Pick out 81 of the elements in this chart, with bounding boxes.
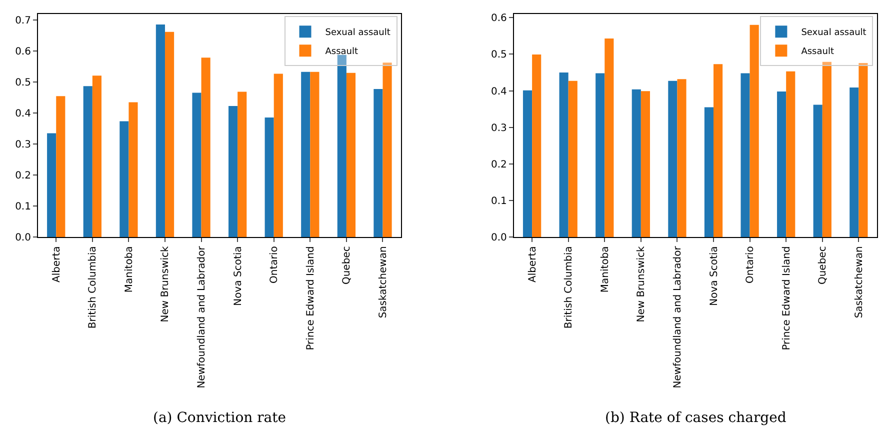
bar [714,64,723,238]
x-tick-label: New Brunswick [160,246,172,322]
y-tick-label: 0.2 [491,159,507,170]
bar [156,24,165,238]
x-tick-label: Manitoba [600,246,611,293]
bar [750,24,759,238]
bar [346,72,356,238]
bar [777,92,786,238]
y-tick-label: 0.1 [491,196,507,208]
bar [559,72,568,238]
bar [337,54,346,238]
y-tick-label: 0.7 [15,16,31,27]
x-tick-label: British Columbia [88,246,99,329]
y-tick-label: 0.1 [15,202,31,213]
y-tick-label: 0.5 [15,78,31,89]
bar [164,32,174,238]
x-tick-label: Saskatchewan [378,246,389,318]
bar [228,106,238,238]
legend-label: Assault [801,47,834,58]
x-tick-label: Prince Edward Island [781,246,792,350]
bar [568,80,578,238]
bar [201,58,210,238]
x-tick-label: Newfoundland and Labrador [672,245,684,388]
x-tick-label: Alberta [527,246,538,282]
bar [238,92,247,238]
y-tick-label: 0.4 [491,86,507,98]
x-tick-label: British Columbia [564,246,575,329]
bar [120,121,129,238]
legend-label: Sexual assault [325,28,391,38]
bar [374,88,383,238]
bar [532,54,542,238]
bar [83,86,92,238]
x-tick-label: Ontario [745,246,756,284]
y-tick-label: 0.2 [15,170,31,182]
bar [740,73,750,238]
y-tick-label: 0.0 [491,232,507,244]
bar [704,107,714,238]
bar [858,62,868,238]
y-tick-label: 0.6 [15,46,31,58]
bar [677,79,686,238]
x-tick-label: Nova Scotia [708,246,720,306]
bar [632,89,641,238]
x-tick-label: Prince Edward Island [305,246,316,350]
bar [128,102,138,238]
text: (b) Rate of cases charged [605,410,786,426]
y-tick-label: 0.4 [15,108,31,120]
y-tick-label: 0.0 [15,232,31,244]
bar [850,88,859,238]
x-tick-label: Quebec [342,246,353,285]
x-tick-label: New Brunswick [636,246,648,322]
x-tick-label: Ontario [269,246,280,284]
legend-label: Sexual assault [801,28,867,38]
bar [274,74,283,238]
bar [382,62,392,238]
x-tick-label: Newfoundland and Labrador [196,245,208,388]
y-tick-label: 0.6 [491,13,507,24]
x-tick-label: Quebec [818,246,829,285]
bar [56,96,66,238]
x-tick-label: Alberta [51,246,62,282]
y-tick-label: 0.3 [15,140,31,151]
bar [668,80,678,238]
bar [522,90,532,238]
bar [92,76,102,238]
bar [301,72,310,238]
bar [640,91,650,238]
bar [813,104,822,238]
bar [604,38,614,238]
bar [47,133,56,238]
x-tick-label: Nova Scotia [232,246,244,306]
bar [786,71,796,238]
y-tick-label: 0.3 [491,122,507,134]
text: (a) Conviction rate [153,410,286,426]
bar [310,72,320,238]
bar [596,73,605,238]
bar [264,118,274,238]
legend-label: Assault [325,47,359,58]
x-tick-label: Manitoba [124,246,135,293]
bar [192,92,202,238]
bar [822,62,832,238]
x-tick-label: Saskatchewan [854,246,865,318]
y-tick-label: 0.5 [491,50,507,61]
